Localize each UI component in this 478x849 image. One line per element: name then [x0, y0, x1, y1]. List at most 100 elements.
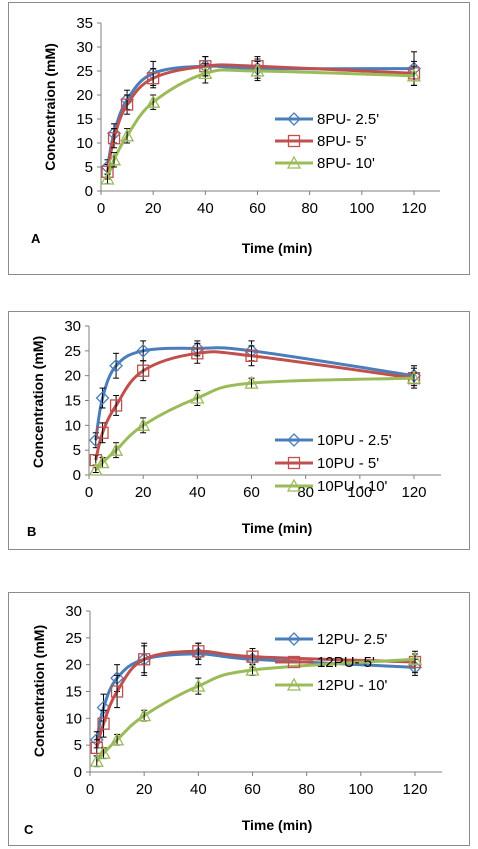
legend-item: 8PU- 2.5' — [275, 111, 379, 128]
data-point-square — [137, 364, 150, 377]
legend-item: 12PU- 5' — [275, 654, 375, 671]
y-tick-label: 10 — [65, 710, 82, 727]
data-point-triangle — [88, 462, 103, 476]
legend-marker — [286, 478, 302, 492]
legend-item: 12PU - 10' — [275, 677, 388, 694]
x-tick-label: 0 — [97, 200, 105, 217]
legend-item: 8PU- 10' — [275, 155, 375, 172]
error-bar — [99, 422, 106, 444]
data-point-triangle — [245, 662, 260, 676]
data-point-triangle — [191, 678, 206, 692]
error-bar — [194, 342, 201, 364]
data-point-triangle — [406, 370, 422, 384]
data-point-diamond — [95, 391, 110, 405]
data-point-triangle — [96, 745, 111, 759]
y-tick-label: 15 — [64, 393, 81, 410]
legend-label: 12PU - 10' — [317, 677, 388, 694]
x-tick-label: 60 — [243, 484, 260, 501]
error-bar — [114, 674, 121, 709]
x-tick-label: 80 — [297, 484, 314, 501]
data-point-square — [107, 132, 121, 145]
chart-panel-b: 0 5 10 15 20 25 30 0 20 40 60 80 100 120 Time (min) Con… — [8, 311, 470, 550]
y-tick-label: 15 — [76, 111, 93, 128]
legend: 8PU- 2.5' 8PU- 5' 8PU- 10' — [275, 111, 379, 172]
y-tick-label: 0 — [85, 183, 93, 200]
y-tick-label: 30 — [65, 603, 82, 620]
data-point-diamond — [136, 343, 151, 358]
x-axis-title: Time (min) — [242, 240, 313, 256]
legend-label: 10PU - 2.5' — [317, 432, 392, 449]
data-point-square — [110, 685, 124, 698]
data-point-square — [191, 347, 204, 360]
chart-panel-a: 0 5 10 15 20 25 30 35 0 20 40 60 80 100 120 Time (min) C… — [8, 2, 470, 275]
legend-marker — [287, 632, 301, 646]
legend-label: 8PU- 10' — [317, 155, 375, 172]
legend-marker — [287, 112, 301, 126]
error-bar — [150, 68, 157, 89]
data-point-square — [245, 349, 258, 362]
y-tick-label: 5 — [73, 442, 81, 459]
legend-label: 8PU- 2.5' — [317, 111, 379, 128]
data-point-triangle — [108, 442, 124, 456]
error-bar — [248, 345, 255, 367]
series-c-2 — [89, 651, 423, 768]
data-point-square — [120, 98, 134, 111]
data-point-triangle — [146, 94, 161, 108]
data-point-square — [97, 717, 110, 730]
legend-item: 10PU - 2.5' — [275, 432, 392, 449]
series-b-2 — [88, 370, 422, 476]
error-bar — [140, 360, 147, 382]
legend-item: 12PU- 2.5' — [275, 631, 388, 648]
chart-b-svg: 0 5 10 15 20 25 30 0 20 40 60 80 100 120 Time (min) Con… — [27, 318, 442, 539]
y-axis-title: Concentration (mM) — [30, 336, 46, 468]
data-point-triangle — [95, 455, 110, 469]
legend: 10PU - 2.5' 10PU - 5' 10PU - 10' — [275, 432, 392, 495]
data-point-square — [138, 653, 151, 666]
chart-panel-c: 0 5 10 15 20 25 30 0 20 40 60 80 100 120 Time (min) Con… — [8, 592, 470, 846]
x-tick-label: 20 — [136, 781, 153, 798]
error-bar — [124, 94, 131, 115]
x-tick-label: 60 — [249, 200, 266, 217]
x-tick-label: 120 — [401, 200, 426, 217]
x-tick-label: 100 — [347, 484, 372, 501]
y-tick-label: 30 — [64, 318, 81, 335]
x-tick-label: 80 — [298, 781, 315, 798]
y-tick-label: 25 — [64, 343, 81, 360]
data-point-square — [246, 650, 259, 663]
error-bar — [111, 128, 118, 149]
x-tick-label: 40 — [189, 484, 206, 501]
legend-label: 10PU - 10' — [317, 478, 388, 495]
y-tick-label: 20 — [65, 657, 82, 674]
data-point-square — [109, 399, 123, 412]
data-point-triangle — [190, 390, 205, 404]
y-tick-label: 25 — [65, 630, 82, 647]
data-point-square — [192, 645, 205, 658]
series-c-1 — [90, 642, 422, 757]
x-tick-label: 80 — [301, 200, 318, 217]
x-tick-label: 0 — [86, 781, 94, 798]
x-tick-label: 60 — [244, 781, 261, 798]
x-tick-label: 40 — [190, 781, 207, 798]
y-tick-label: 35 — [76, 15, 93, 32]
error-bar — [100, 709, 107, 738]
x-tick-label: 120 — [401, 484, 426, 501]
y-tick-label: 5 — [74, 737, 82, 754]
x-tick-label: 20 — [145, 200, 162, 217]
panel-label-b: B — [27, 524, 36, 539]
panel-label-a: A — [31, 231, 41, 246]
data-point-triangle — [198, 66, 213, 80]
legend-label: 10PU - 5' — [317, 455, 379, 472]
data-point-triangle — [106, 152, 122, 166]
x-tick-label: 20 — [135, 484, 152, 501]
data-point-triangle — [244, 375, 259, 389]
y-axis-title: Concentraion (mM) — [42, 43, 58, 171]
x-tick-label: 100 — [348, 781, 373, 798]
data-point-triangle — [407, 651, 423, 665]
chart-a-svg: 0 5 10 15 20 25 30 35 0 20 40 60 80 100 120 Time (min) C… — [31, 15, 441, 256]
legend-marker — [287, 134, 301, 148]
series-a-2 — [100, 60, 422, 185]
legend-item: 8PU- 5' — [275, 133, 367, 150]
y-tick-label: 15 — [65, 684, 82, 701]
panel-label-c: C — [24, 822, 34, 837]
x-tick-label: 0 — [85, 484, 93, 501]
